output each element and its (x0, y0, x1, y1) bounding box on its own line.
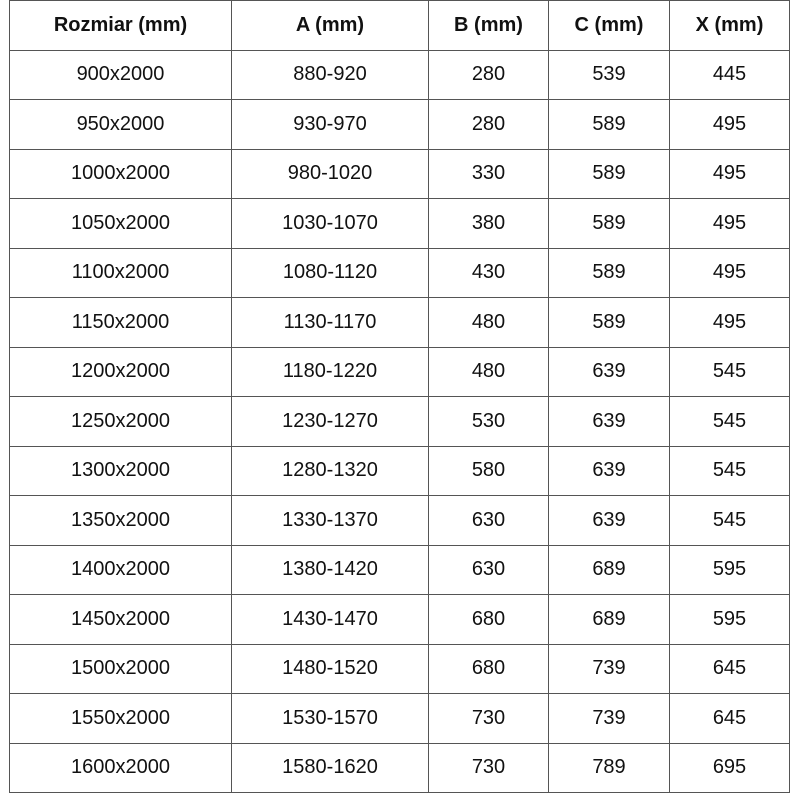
table-cell: 1480-1520 (231, 643, 429, 694)
table-cell: 645 (669, 693, 790, 744)
table-cell: 480 (428, 297, 549, 348)
table-cell: 589 (548, 148, 670, 199)
table-row: 1000x2000 980-1020 330 589 495 (9, 148, 790, 199)
table-cell: 1450x2000 (9, 594, 232, 645)
table-cell: 1030-1070 (231, 198, 429, 249)
table-row: 1550x2000 1530-1570 730 739 645 (9, 693, 790, 744)
table-cell: 495 (669, 297, 790, 348)
table-cell: 589 (548, 99, 670, 150)
table-cell: 1080-1120 (231, 247, 429, 298)
table-row: 1150x2000 1130-1170 480 589 495 (9, 297, 790, 348)
table-cell: 580 (428, 445, 549, 496)
table-cell: 280 (428, 49, 549, 100)
table-cell: 1580-1620 (231, 742, 429, 793)
table-cell: 380 (428, 198, 549, 249)
table-cell: 545 (669, 445, 790, 496)
table-row: 1200x2000 1180-1220 480 639 545 (9, 346, 790, 397)
table-row: 1600x2000 1580-1620 730 789 695 (9, 742, 790, 793)
table-cell: 1150x2000 (9, 297, 232, 348)
table-cell: 630 (428, 495, 549, 546)
column-header: A (mm) (231, 0, 429, 51)
table-cell: 980-1020 (231, 148, 429, 199)
table-cell: 950x2000 (9, 99, 232, 150)
table-cell: 900x2000 (9, 49, 232, 100)
column-header: B (mm) (428, 0, 549, 51)
table-cell: 1000x2000 (9, 148, 232, 199)
table-cell: 589 (548, 297, 670, 348)
table-cell: 430 (428, 247, 549, 298)
table-cell: 1180-1220 (231, 346, 429, 397)
table-row: 950x2000 930-970 280 589 495 (9, 99, 790, 150)
table-cell: 739 (548, 643, 670, 694)
table-cell: 639 (548, 445, 670, 496)
table-cell: 1430-1470 (231, 594, 429, 645)
table-cell: 1200x2000 (9, 346, 232, 397)
table-cell: 1400x2000 (9, 544, 232, 595)
table-cell: 1600x2000 (9, 742, 232, 793)
table-cell: 589 (548, 247, 670, 298)
table-cell: 330 (428, 148, 549, 199)
table-cell: 739 (548, 693, 670, 744)
table-cell: 1380-1420 (231, 544, 429, 595)
table-row: 1050x2000 1030-1070 380 589 495 (9, 198, 790, 249)
table-cell: 539 (548, 49, 670, 100)
table-cell: 880-920 (231, 49, 429, 100)
table-cell: 280 (428, 99, 549, 150)
table-cell: 680 (428, 594, 549, 645)
table-cell: 495 (669, 247, 790, 298)
table-row: 1100x2000 1080-1120 430 589 495 (9, 247, 790, 298)
table-cell: 1300x2000 (9, 445, 232, 496)
table-row: 1350x2000 1330-1370 630 639 545 (9, 495, 790, 546)
table-cell: 545 (669, 396, 790, 447)
table-cell: 680 (428, 643, 549, 694)
table-row: 1500x2000 1480-1520 680 739 645 (9, 643, 790, 694)
table-row: 1250x2000 1230-1270 530 639 545 (9, 396, 790, 447)
table-cell: 445 (669, 49, 790, 100)
column-header: C (mm) (548, 0, 670, 51)
table-cell: 930-970 (231, 99, 429, 150)
table-cell: 589 (548, 198, 670, 249)
table-cell: 495 (669, 99, 790, 150)
table-cell: 1130-1170 (231, 297, 429, 348)
table-cell: 595 (669, 544, 790, 595)
table-cell: 689 (548, 544, 670, 595)
header-row: Rozmiar (mm) A (mm) B (mm) C (mm) X (mm) (9, 0, 790, 51)
table-row: 1450x2000 1430-1470 680 689 595 (9, 594, 790, 645)
table-cell: 495 (669, 148, 790, 199)
table-cell: 595 (669, 594, 790, 645)
table-cell: 689 (548, 594, 670, 645)
table-cell: 1350x2000 (9, 495, 232, 546)
table-cell: 789 (548, 742, 670, 793)
table-cell: 545 (669, 495, 790, 546)
table-cell: 1530-1570 (231, 693, 429, 744)
table-cell: 645 (669, 643, 790, 694)
table-cell: 1330-1370 (231, 495, 429, 546)
table-cell: 639 (548, 495, 670, 546)
table-cell: 639 (548, 396, 670, 447)
table-cell: 530 (428, 396, 549, 447)
table-cell: 545 (669, 346, 790, 397)
table-cell: 695 (669, 742, 790, 793)
table-cell: 495 (669, 198, 790, 249)
table-cell: 639 (548, 346, 670, 397)
table-cell: 1280-1320 (231, 445, 429, 496)
table-cell: 730 (428, 693, 549, 744)
table-cell: 480 (428, 346, 549, 397)
table-cell: 1050x2000 (9, 198, 232, 249)
table-cell: 630 (428, 544, 549, 595)
table-row: 1300x2000 1280-1320 580 639 545 (9, 445, 790, 496)
table-row: 1400x2000 1380-1420 630 689 595 (9, 544, 790, 595)
table-cell: 1100x2000 (9, 247, 232, 298)
table-cell: 1550x2000 (9, 693, 232, 744)
size-table: Rozmiar (mm) A (mm) B (mm) C (mm) X (mm) 900… (9, 0, 790, 793)
table-cell: 1500x2000 (9, 643, 232, 694)
table-cell: 730 (428, 742, 549, 793)
column-header: X (mm) (669, 0, 790, 51)
table-row: 900x2000 880-920 280 539 445 (9, 49, 790, 100)
column-header: Rozmiar (mm) (9, 0, 232, 51)
table-cell: 1230-1270 (231, 396, 429, 447)
table-cell: 1250x2000 (9, 396, 232, 447)
